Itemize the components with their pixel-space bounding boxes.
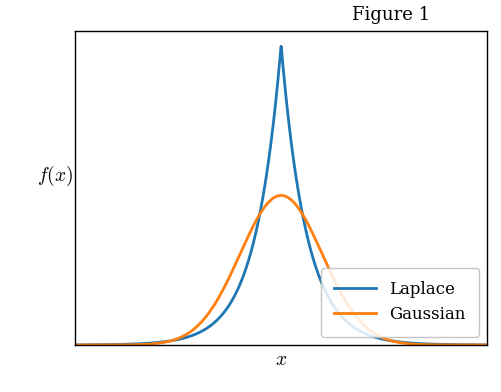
Legend: Laplace, Gaussian: Laplace, Gaussian xyxy=(320,268,477,337)
Laplace xyxy=(93,342,99,347)
Gaussian xyxy=(261,205,267,209)
Gaussian xyxy=(471,343,477,347)
Laplace xyxy=(396,339,402,344)
Gaussian xyxy=(93,343,99,347)
Laplace xyxy=(471,343,477,347)
X-axis label: $x$: $x$ xyxy=(275,350,287,368)
Text: Figure 1: Figure 1 xyxy=(352,6,430,24)
Line: Gaussian: Gaussian xyxy=(75,196,486,345)
Gaussian xyxy=(471,343,477,347)
Laplace xyxy=(72,343,78,347)
Laplace xyxy=(483,343,489,347)
Laplace xyxy=(471,343,477,347)
Laplace xyxy=(261,185,267,190)
Laplace xyxy=(272,102,278,107)
Gaussian xyxy=(72,343,78,347)
Laplace xyxy=(278,44,284,49)
Gaussian xyxy=(396,340,402,345)
Line: Laplace: Laplace xyxy=(75,46,486,345)
Gaussian xyxy=(272,194,278,199)
Gaussian xyxy=(278,193,284,198)
Gaussian xyxy=(483,343,489,347)
Y-axis label: $f(x)$: $f(x)$ xyxy=(37,164,72,188)
